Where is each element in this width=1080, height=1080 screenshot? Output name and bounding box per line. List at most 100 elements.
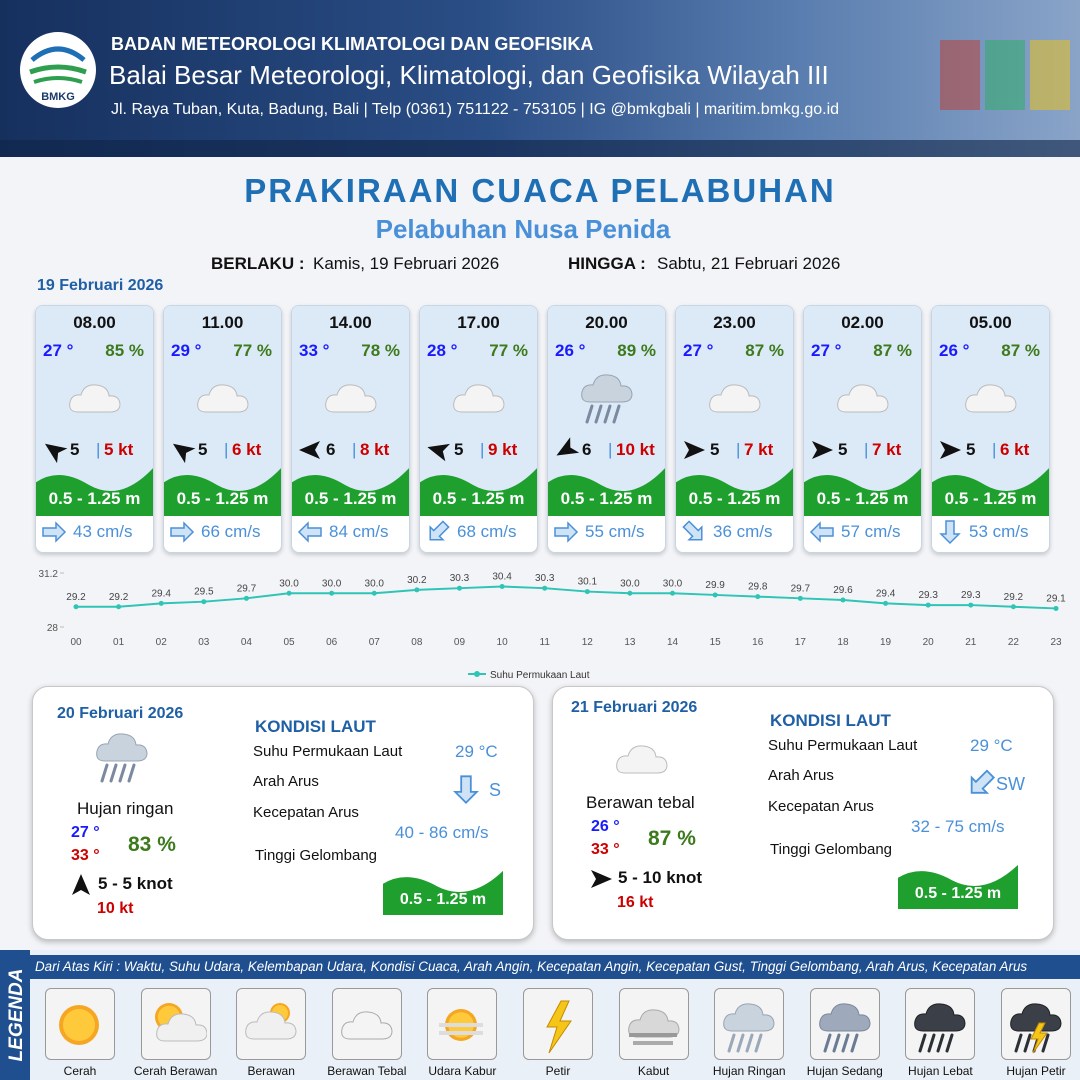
- from-date: Kamis, 19 Februari 2026: [313, 254, 500, 273]
- time: 20.00: [585, 313, 628, 332]
- x-tick-label: 01: [113, 637, 125, 648]
- wave-height: 0.5 - 1.25 m: [560, 489, 653, 508]
- wave-shape: [676, 464, 793, 521]
- forecast-card: 11.00 29 ° 77 % 5 | 6 kt 0.5 - 1.25 m 66 cm/s: [163, 305, 282, 553]
- temp-min: 27 °: [71, 824, 100, 841]
- day-panel: 20 Februari 2026 Hujan ringan 27 ° 33 ° 83 %…: [32, 686, 534, 940]
- legend-icon-box: [236, 988, 307, 1060]
- legend-label: Suhu Permukaan Laut: [490, 670, 590, 681]
- separator: |: [96, 440, 101, 459]
- x-tick-label: 14: [667, 637, 679, 648]
- data-label: 29.6: [833, 585, 853, 596]
- legend-item-label: Hujan Ringan: [712, 1064, 786, 1078]
- x-tick-label: 09: [454, 637, 466, 648]
- sst-point: [456, 585, 462, 591]
- legend-icon-box: [523, 988, 593, 1060]
- y-tick-label: 31.2: [39, 569, 59, 580]
- data-label: 29.2: [66, 592, 86, 603]
- humidity: 89 %: [617, 341, 656, 360]
- separator: |: [608, 440, 613, 459]
- direction: S: [489, 780, 502, 800]
- weather-icon: [704, 374, 766, 441]
- legend-item-label: Berawan Tebal: [327, 1064, 407, 1078]
- office: Balai Besar Meteorologi, Klimatologi, da…: [109, 60, 829, 90]
- temp-max: 33 °: [591, 841, 620, 858]
- current-arrow: [450, 775, 481, 808]
- gust: 10 kt: [97, 900, 134, 917]
- sst-chart: 28 31.2 29.2 00 29.2 01 29.4 02 29.5 03 29.7 04 30.0…: [39, 569, 1067, 681]
- weather-icon: [91, 723, 153, 790]
- legend-item-label: Petir: [545, 1064, 571, 1078]
- wave-label: Tinggi Gelombang: [770, 841, 893, 858]
- data-label: 30.0: [663, 578, 683, 589]
- sst-point: [755, 594, 761, 600]
- wave-shape: [383, 867, 503, 920]
- data-label: 30.0: [620, 578, 640, 589]
- weather-icon: [960, 374, 1022, 441]
- legend-icon-box: [1001, 988, 1071, 1060]
- direction: SW: [996, 774, 1025, 794]
- dir-label: Arah Arus: [768, 767, 834, 784]
- weather-icon: [64, 374, 126, 441]
- current-speed: 84 cm/s: [329, 522, 389, 541]
- sst: 29 °C: [970, 736, 1013, 755]
- dir-label: Arah Arus: [253, 773, 319, 790]
- humidity: 77 %: [233, 341, 272, 360]
- gust: 7 kt: [872, 440, 902, 459]
- date: 21 Februari 2026: [571, 699, 698, 716]
- from-label: BERLAKU :: [211, 254, 305, 273]
- data-label: 30.3: [450, 573, 470, 584]
- x-tick-label: 08: [411, 637, 423, 648]
- sst-point: [670, 590, 676, 596]
- weather-icon: [448, 374, 510, 441]
- speed-label: Kecepatan Arus: [253, 804, 359, 821]
- forecast-card: 05.00 26 ° 87 % 5 | 6 kt 0.5 - 1.25 m 53 cm/s: [931, 305, 1050, 553]
- separator: |: [864, 440, 869, 459]
- legend-item-label: Cerah Berawan: [133, 1064, 218, 1078]
- wave: 0.5 - 1.25 m: [399, 891, 487, 908]
- legend-description: Dari Atas Kiri : Waktu, Suhu Udara, Kele…: [35, 959, 1028, 974]
- sst-point: [797, 595, 803, 601]
- wave-shape: [548, 464, 665, 521]
- wave-shape: [804, 464, 921, 521]
- data-label: 30.2: [407, 575, 427, 586]
- data-label: 29.3: [961, 590, 981, 601]
- current-speed: 55 cm/s: [585, 522, 645, 541]
- wind: 5 - 10 knot: [618, 868, 703, 887]
- weather-text: Hujan ringan: [77, 799, 174, 818]
- sst-point: [116, 604, 122, 610]
- current-arrow: [425, 520, 451, 548]
- wave-height: 0.5 - 1.25 m: [944, 489, 1037, 508]
- to-label: HINGGA :: [568, 254, 646, 273]
- x-tick-label: 03: [198, 637, 210, 648]
- data-label: 30.0: [322, 578, 342, 589]
- wind-arrow: [938, 438, 962, 467]
- data-label: 29.4: [151, 588, 171, 599]
- x-tick-label: 19: [880, 637, 892, 648]
- weather-icon: [611, 735, 673, 802]
- wave-height: 0.5 - 1.25 m: [304, 489, 397, 508]
- wind-speed: 5: [70, 440, 80, 459]
- header-banner: BMKG BADAN METEOROLOGI KLIMATOLOGI DAN G…: [0, 0, 1080, 157]
- current-arrow: [809, 521, 835, 548]
- legend-icon-box: [45, 988, 115, 1060]
- wind-arrow: [554, 437, 580, 467]
- current-arrow: [553, 521, 579, 548]
- wind-speed: 5: [838, 440, 848, 459]
- wave-shape: [36, 464, 153, 521]
- sst-point: [584, 589, 590, 595]
- sst-point: [1053, 605, 1059, 611]
- legend-icon-box: [618, 988, 689, 1060]
- weather-icon: [576, 364, 638, 431]
- x-tick-label: 11: [540, 637, 551, 648]
- legend-item-label: Kabut: [637, 1064, 670, 1078]
- sst-point: [329, 590, 335, 596]
- data-label: 30.0: [279, 578, 299, 589]
- temp-min: 26 °: [591, 818, 620, 835]
- sst-point: [712, 592, 718, 598]
- sst-point: [371, 590, 377, 596]
- current-speed: 68 cm/s: [457, 522, 517, 541]
- wind-arrow: [170, 438, 196, 467]
- sst-point: [499, 584, 505, 589]
